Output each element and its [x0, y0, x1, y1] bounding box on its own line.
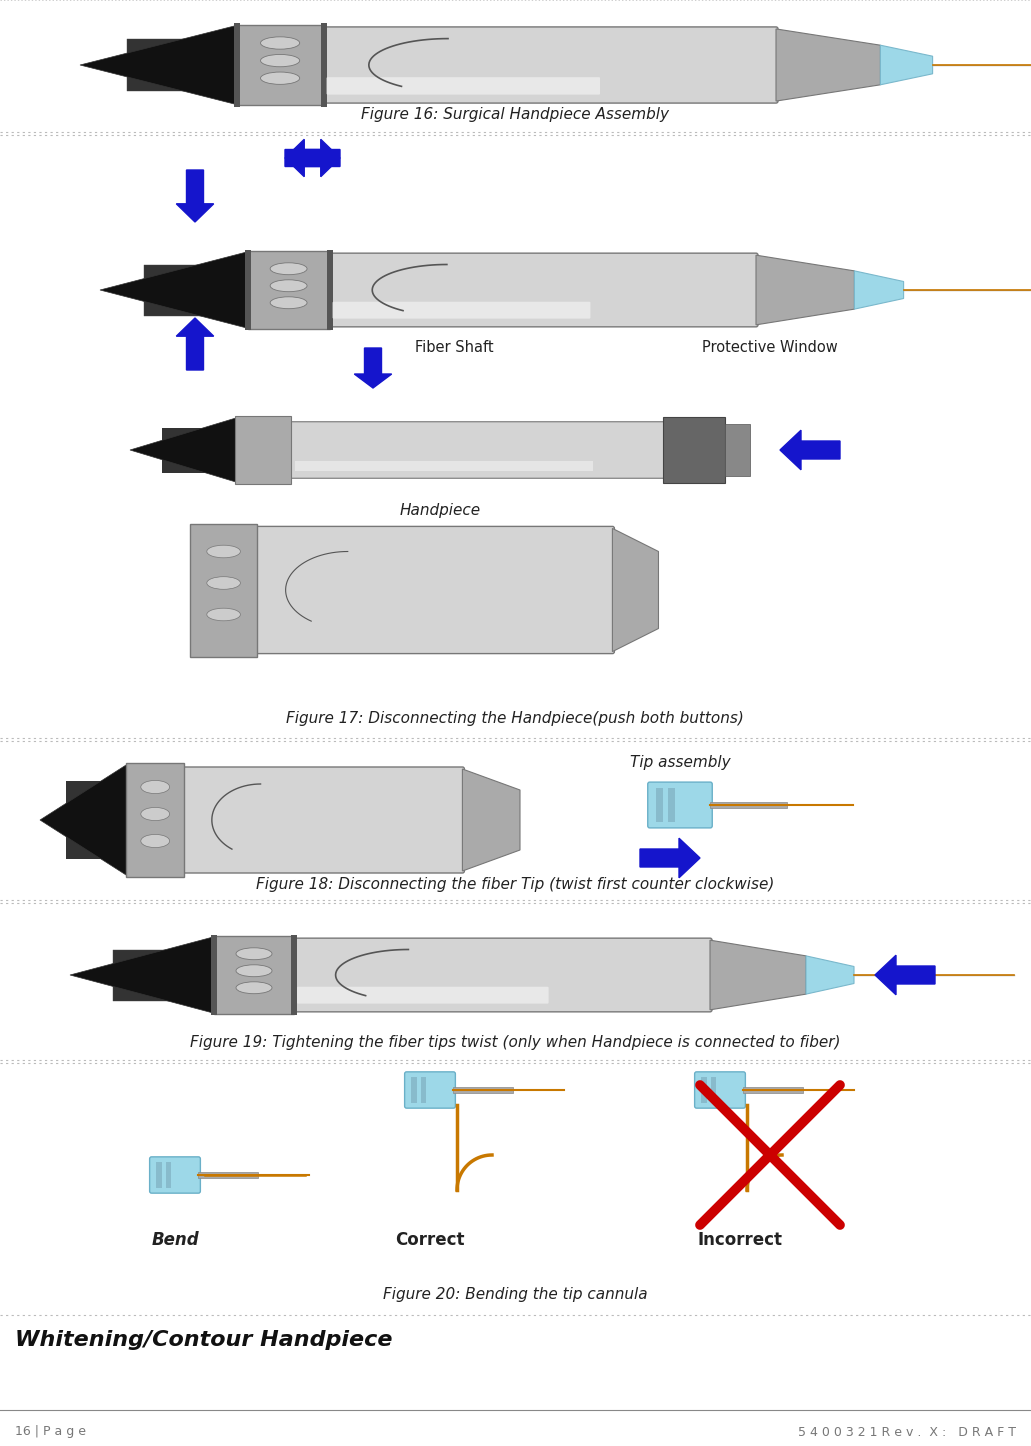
Text: 5 4 0 0 3 2 1 R e v .  X :   D R A F T: 5 4 0 0 3 2 1 R e v . X : D R A F T [798, 1426, 1016, 1439]
Text: Tip assembly: Tip assembly [630, 755, 730, 769]
Ellipse shape [141, 807, 170, 820]
Polygon shape [806, 956, 854, 995]
Bar [656, 788, 663, 821]
Bar [668, 788, 675, 821]
FancyArrow shape [176, 171, 213, 223]
Text: Figure 19: Tightening the fiber tips twist (only when Handpiece is connected to : Figure 19: Tightening the fiber tips twi… [190, 1034, 840, 1050]
FancyBboxPatch shape [297, 986, 548, 1004]
Bar [743, 1087, 803, 1093]
FancyBboxPatch shape [333, 302, 591, 318]
FancyBboxPatch shape [292, 938, 712, 1012]
Text: Figure 18: Disconnecting the fiber Tip (twist first counter clockwise): Figure 18: Disconnecting the fiber Tip (… [256, 876, 774, 892]
Text: Figure 17: Disconnecting the Handpiece(push both buttons): Figure 17: Disconnecting the Handpiece(p… [286, 710, 744, 726]
Bar [421, 1077, 426, 1103]
FancyBboxPatch shape [322, 27, 778, 103]
Bar [701, 1077, 707, 1103]
Polygon shape [130, 418, 235, 482]
FancyBboxPatch shape [328, 253, 758, 327]
FancyBboxPatch shape [290, 422, 665, 479]
Bar [235, 416, 291, 484]
Polygon shape [100, 252, 247, 328]
Bar [214, 936, 294, 1014]
Ellipse shape [236, 982, 272, 993]
Ellipse shape [236, 964, 272, 976]
FancyArrow shape [285, 139, 340, 176]
Bar [157, 1163, 162, 1189]
Ellipse shape [236, 947, 272, 960]
Ellipse shape [141, 781, 170, 794]
FancyArrow shape [355, 348, 392, 388]
Bar [127, 39, 236, 91]
Bar [710, 1077, 717, 1103]
Polygon shape [40, 765, 127, 875]
FancyBboxPatch shape [404, 1071, 456, 1108]
Text: Whitening/Contour Handpiece: Whitening/Contour Handpiece [15, 1330, 393, 1351]
FancyBboxPatch shape [695, 1071, 745, 1108]
Bar [291, 934, 297, 1015]
Bar [725, 424, 750, 476]
FancyBboxPatch shape [327, 77, 600, 94]
Ellipse shape [207, 609, 240, 620]
Ellipse shape [270, 279, 307, 292]
Bar [663, 416, 725, 483]
Bar [162, 428, 235, 473]
Bar [411, 1077, 417, 1103]
Ellipse shape [270, 263, 307, 275]
Polygon shape [70, 937, 214, 1014]
Bar [247, 252, 330, 330]
Bar [166, 1163, 171, 1189]
Text: Fiber Shaft: Fiber Shaft [415, 340, 494, 356]
FancyArrow shape [780, 431, 840, 470]
Bar [245, 262, 254, 318]
Bar [234, 23, 239, 107]
Polygon shape [80, 26, 236, 104]
Polygon shape [776, 29, 880, 101]
Bar [144, 265, 247, 315]
FancyBboxPatch shape [647, 782, 712, 829]
Bar [235, 36, 242, 94]
Text: 16 | P a g e: 16 | P a g e [15, 1426, 86, 1439]
Bar [710, 801, 788, 808]
Bar [244, 250, 251, 330]
Text: Handpiece: Handpiece [399, 503, 480, 518]
Bar [190, 523, 257, 656]
Polygon shape [880, 45, 933, 85]
Text: Bend: Bend [152, 1231, 199, 1249]
Bar [211, 934, 217, 1015]
Text: Correct: Correct [395, 1231, 465, 1249]
Bar [212, 947, 220, 1002]
FancyArrow shape [875, 956, 935, 995]
FancyArrow shape [285, 139, 340, 176]
Ellipse shape [141, 834, 170, 847]
Ellipse shape [261, 55, 300, 67]
Bar [321, 23, 327, 107]
Polygon shape [710, 940, 806, 1009]
Polygon shape [462, 769, 520, 870]
Polygon shape [612, 528, 659, 652]
Polygon shape [756, 254, 855, 325]
FancyArrow shape [176, 318, 213, 370]
Bar [327, 250, 333, 330]
Bar [127, 763, 184, 878]
Bar [66, 781, 127, 859]
Bar [113, 950, 214, 1001]
FancyArrow shape [640, 839, 700, 878]
Bar [454, 1087, 512, 1093]
FancyBboxPatch shape [149, 1157, 200, 1193]
Bar [198, 1173, 258, 1177]
Text: Figure 16: Surgical Handpiece Assembly: Figure 16: Surgical Handpiece Assembly [361, 107, 669, 123]
Ellipse shape [270, 296, 307, 308]
Ellipse shape [261, 72, 300, 84]
Text: Incorrect: Incorrect [698, 1231, 783, 1249]
FancyBboxPatch shape [256, 526, 614, 654]
Ellipse shape [207, 545, 240, 558]
Bar [236, 25, 324, 106]
FancyBboxPatch shape [182, 766, 464, 873]
Ellipse shape [261, 36, 300, 49]
Bar [295, 461, 593, 470]
Text: Protective Window: Protective Window [702, 340, 838, 356]
Text: Figure 20: Bending the tip cannula: Figure 20: Bending the tip cannula [383, 1287, 647, 1303]
Ellipse shape [207, 577, 240, 590]
Polygon shape [855, 270, 903, 309]
